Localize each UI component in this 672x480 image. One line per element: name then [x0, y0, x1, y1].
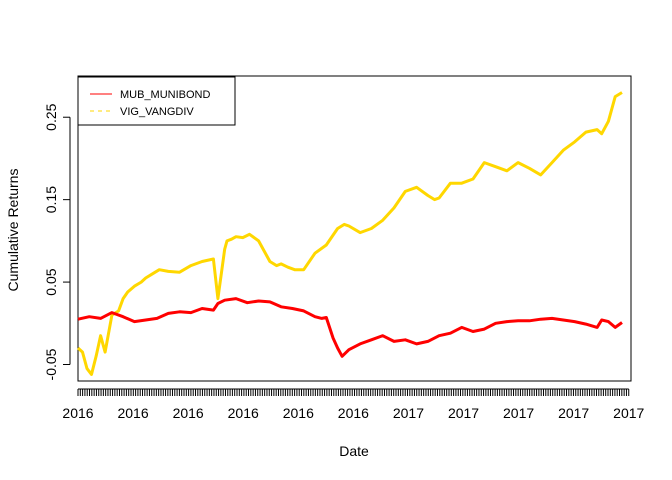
- legend-label-mub-munibond: MUB_MUNIBOND: [120, 89, 211, 101]
- x-tick-label: 2017: [558, 405, 589, 421]
- legend: MUB_MUNIBOND VIG_VANGDIV: [77, 76, 236, 126]
- series-line-vig-vangdiv: [76, 91, 623, 376]
- x-axis-label: Date: [339, 443, 369, 459]
- x-axis: 2016 2016 2016 2016 2016 2016 2017 2017 2017 2017…: [62, 388, 645, 421]
- x-tick-label: 2016: [117, 405, 148, 421]
- x-tick-label: 2016: [283, 405, 314, 421]
- x-tick-label: 2016: [338, 405, 369, 421]
- y-axis-label: Cumulative Returns: [5, 169, 21, 292]
- x-tick-label: 2017: [393, 405, 424, 421]
- y-tick-label: -0.05: [43, 348, 59, 380]
- x-tick-label: 2016: [228, 405, 259, 421]
- y-tick-label: 0.15: [43, 186, 59, 213]
- x-tick-label: 2017: [613, 405, 644, 421]
- series-line-mub-munibond: [77, 297, 623, 358]
- x-tick-label: 2016: [173, 405, 204, 421]
- y-tick-label: 0.05: [43, 268, 59, 295]
- legend-label-vig-vangdiv: VIG_VANGDIV: [120, 106, 194, 118]
- x-tick-label: 2017: [448, 405, 479, 421]
- series-layer: [76, 91, 623, 376]
- x-tick-label: 2016: [62, 405, 93, 421]
- plot-box: [77, 75, 632, 382]
- x-tick-label: 2017: [503, 405, 534, 421]
- legend-box: [77, 76, 236, 126]
- y-axis: -0.05 0.05 0.15 0.25: [43, 103, 71, 380]
- y-tick-label: 0.25: [43, 103, 59, 130]
